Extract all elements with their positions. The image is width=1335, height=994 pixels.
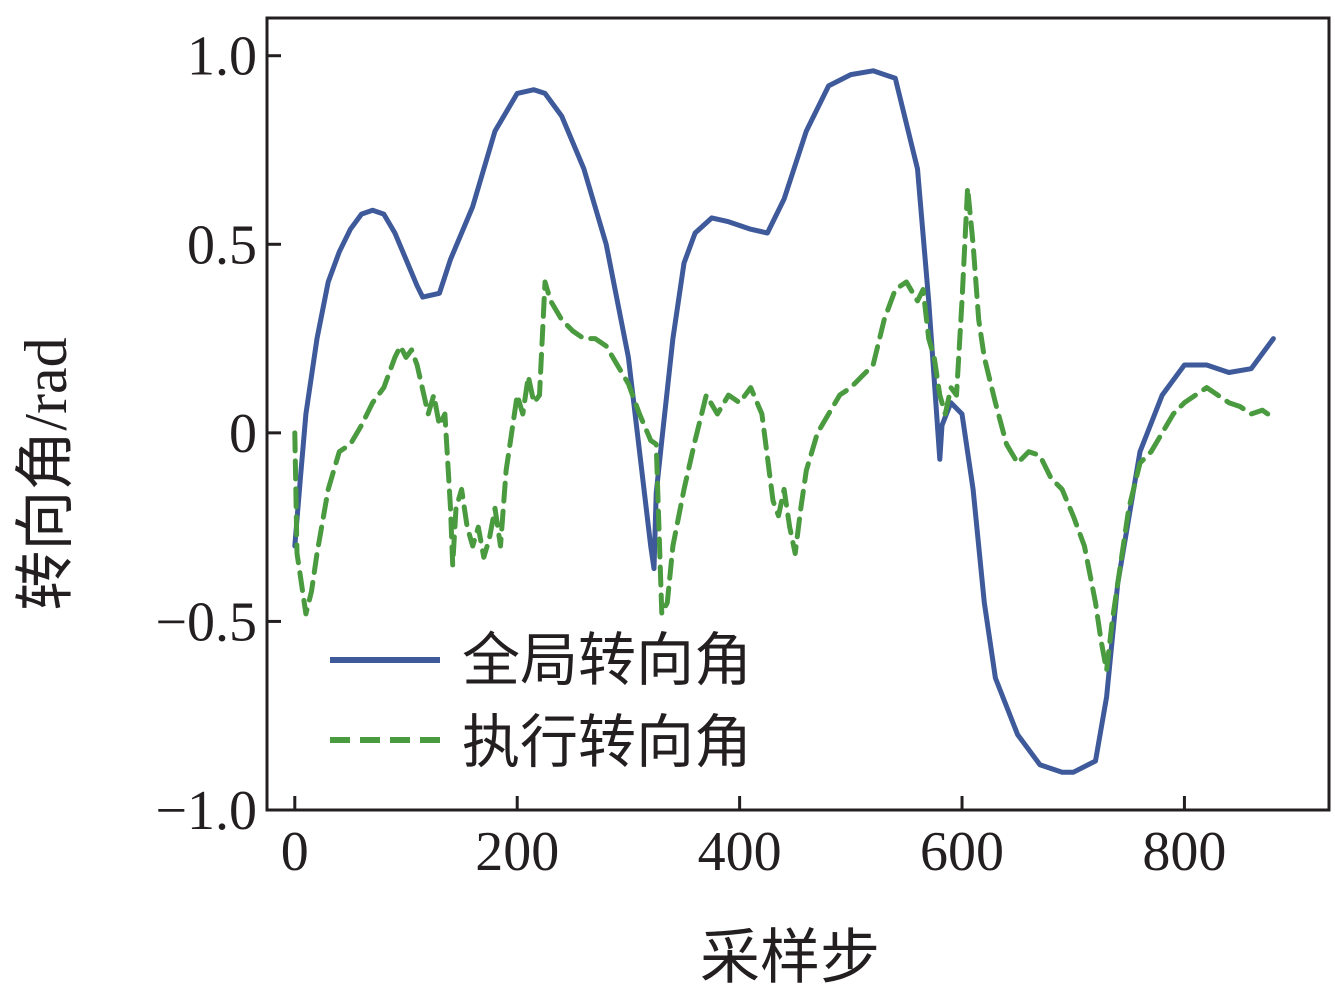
y-tick-label: 0.5 (187, 214, 257, 276)
legend-label-executed: 执行转向角 (462, 710, 752, 775)
y-tick-label: 1.0 (187, 26, 257, 88)
y-axis: 1.0 0.5 0 −0.5 −1.0 (155, 26, 281, 842)
x-tick-label: 400 (698, 821, 782, 883)
y-axis-title: 转向角/rad (13, 337, 79, 610)
y-tick-label: 0 (229, 403, 257, 465)
x-tick-label: 0 (281, 821, 309, 883)
x-tick-label: 800 (1142, 821, 1226, 883)
series-line-1 (292, 68, 1276, 775)
x-tick-label: 600 (920, 821, 1004, 883)
plot-series (292, 68, 1276, 775)
series-line-2 (292, 185, 1276, 673)
legend-label-global: 全局转向角 (462, 628, 752, 693)
y-tick-label: −1.0 (155, 780, 257, 842)
y-tick-label: −0.5 (155, 591, 257, 653)
x-axis: 0 200 400 600 800 (281, 796, 1226, 883)
x-tick-label: 200 (475, 821, 559, 883)
plot-frame (265, 16, 1331, 812)
x-axis-title: 采样步 (700, 925, 880, 991)
legend: 全局转向角 执行转向角 (330, 628, 752, 775)
